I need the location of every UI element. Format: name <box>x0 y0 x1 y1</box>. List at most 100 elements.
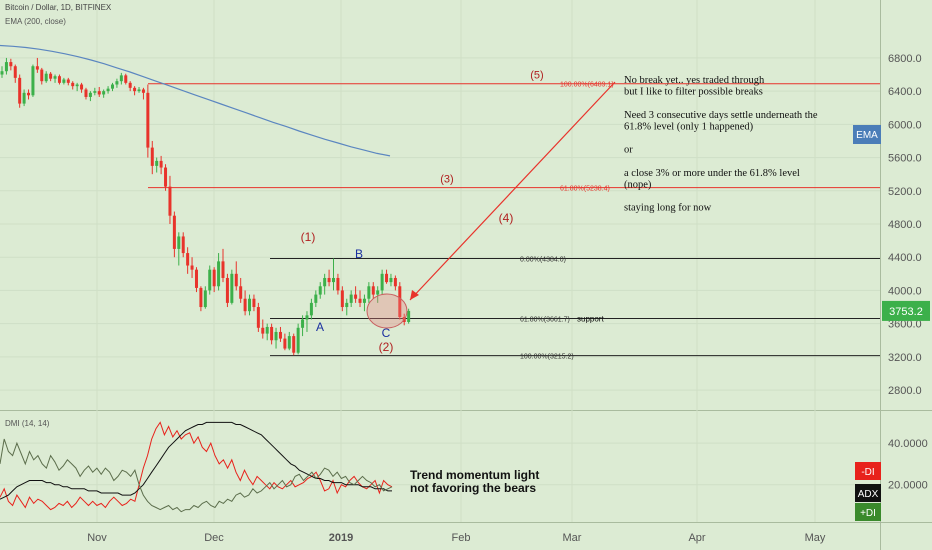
candle-body <box>371 286 375 295</box>
candle <box>393 275 397 291</box>
candle-body <box>190 265 194 270</box>
candle <box>212 267 216 293</box>
wave-label: A <box>316 320 324 334</box>
dmi-indicator-label[interactable]: DMI (14, 14) <box>5 419 50 428</box>
candle <box>349 290 353 308</box>
time-tick-label: Apr <box>688 532 705 544</box>
candle-body <box>137 89 141 92</box>
candle-body <box>35 66 39 70</box>
candle-body <box>88 92 92 97</box>
candle <box>283 333 287 351</box>
candle-body <box>168 186 172 216</box>
candle <box>292 333 296 356</box>
candle-body <box>230 273 234 303</box>
price-tick-label: 4800.0 <box>888 219 922 231</box>
candle <box>265 323 269 341</box>
candle <box>119 72 123 85</box>
candle <box>62 77 66 85</box>
candle-body <box>80 84 84 90</box>
dmi-tick-label: 40.0000 <box>888 438 928 450</box>
candle-body <box>150 147 154 166</box>
time-tick-label: 2019 <box>329 532 353 544</box>
candle <box>49 72 53 82</box>
candle <box>164 164 168 191</box>
dmi-badge <box>855 503 881 521</box>
price-tick-label: 4400.0 <box>888 252 922 264</box>
wave-label: (3) <box>440 174 453 186</box>
candle-body <box>71 82 75 87</box>
candle-body <box>97 91 101 95</box>
dmi-series-di <box>0 421 393 511</box>
candle <box>44 71 48 83</box>
candle-body <box>265 326 269 334</box>
candle-body <box>248 298 252 312</box>
fib-level-label: 61.80%(3661.7) <box>520 317 570 324</box>
candle-body <box>106 88 110 92</box>
candle-body <box>119 75 123 82</box>
candle <box>9 58 13 71</box>
dmi-badge <box>855 484 881 502</box>
price-tick-label: 4000.0 <box>888 285 922 297</box>
candle <box>323 273 327 295</box>
highlight-circle <box>366 293 408 329</box>
candle-body <box>128 82 132 88</box>
symbol-title[interactable]: Bitcoin / Dollar, 1D, BITFINEX <box>5 3 112 12</box>
candle <box>71 81 75 90</box>
ema-200-line <box>0 44 391 157</box>
dmi-annotation-text: not favoring the bears <box>410 481 536 495</box>
candle-body <box>274 331 278 341</box>
candle <box>150 140 154 175</box>
candle-body <box>141 89 145 93</box>
wave-label: C <box>382 326 391 340</box>
candle <box>327 269 331 287</box>
candle <box>27 89 31 100</box>
candle-body <box>367 286 371 299</box>
candle-body <box>44 73 48 82</box>
price-axis[interactable]: 2800.0 3200.0 3600.0 4000.0 4400.0 4800.0 5200… <box>853 53 930 521</box>
candle <box>345 298 349 316</box>
candle <box>53 74 57 83</box>
candle-body <box>221 261 225 278</box>
candle-body <box>323 277 327 287</box>
candle <box>57 74 61 85</box>
time-tick-label: May <box>805 532 826 544</box>
candle <box>186 247 190 274</box>
candle-body <box>177 236 181 249</box>
candle <box>243 290 247 316</box>
candle <box>4 57 8 75</box>
candle <box>35 57 39 73</box>
price-tick-label: 6000.0 <box>888 119 922 131</box>
candle <box>287 331 291 351</box>
drawings: (1) (2) (4) A B C No break yet.. yes traded th… <box>301 75 818 495</box>
candle <box>106 86 110 94</box>
wave-label: (4) <box>499 211 514 225</box>
candle-body <box>194 269 198 288</box>
time-tick-label: Dec <box>204 532 224 544</box>
candle <box>22 89 26 107</box>
time-axis[interactable]: Nov Dec 2019 Feb Mar Apr May <box>87 532 826 544</box>
candle-body <box>380 273 384 291</box>
candle-body <box>40 69 44 82</box>
candle-body <box>234 273 238 287</box>
candle-body <box>358 298 362 303</box>
candle-body <box>155 160 159 166</box>
candle <box>194 267 198 293</box>
candle-body <box>385 273 389 283</box>
price-tick-label: 5200.0 <box>888 186 922 198</box>
price-tick-label: 5600.0 <box>888 153 922 165</box>
candle <box>336 273 340 295</box>
candle-body <box>239 286 243 299</box>
candle <box>217 253 221 291</box>
candle <box>172 211 176 258</box>
candle-body <box>159 160 163 168</box>
candle <box>358 290 362 308</box>
candle <box>296 323 300 355</box>
last-price-badge <box>882 300 930 321</box>
candle-body <box>4 62 8 72</box>
candle <box>332 258 335 291</box>
candle <box>234 261 238 291</box>
candle <box>208 265 212 295</box>
candle <box>252 294 256 312</box>
ema-indicator-label[interactable]: EMA (200, close) <box>5 17 66 26</box>
candle <box>115 78 119 88</box>
